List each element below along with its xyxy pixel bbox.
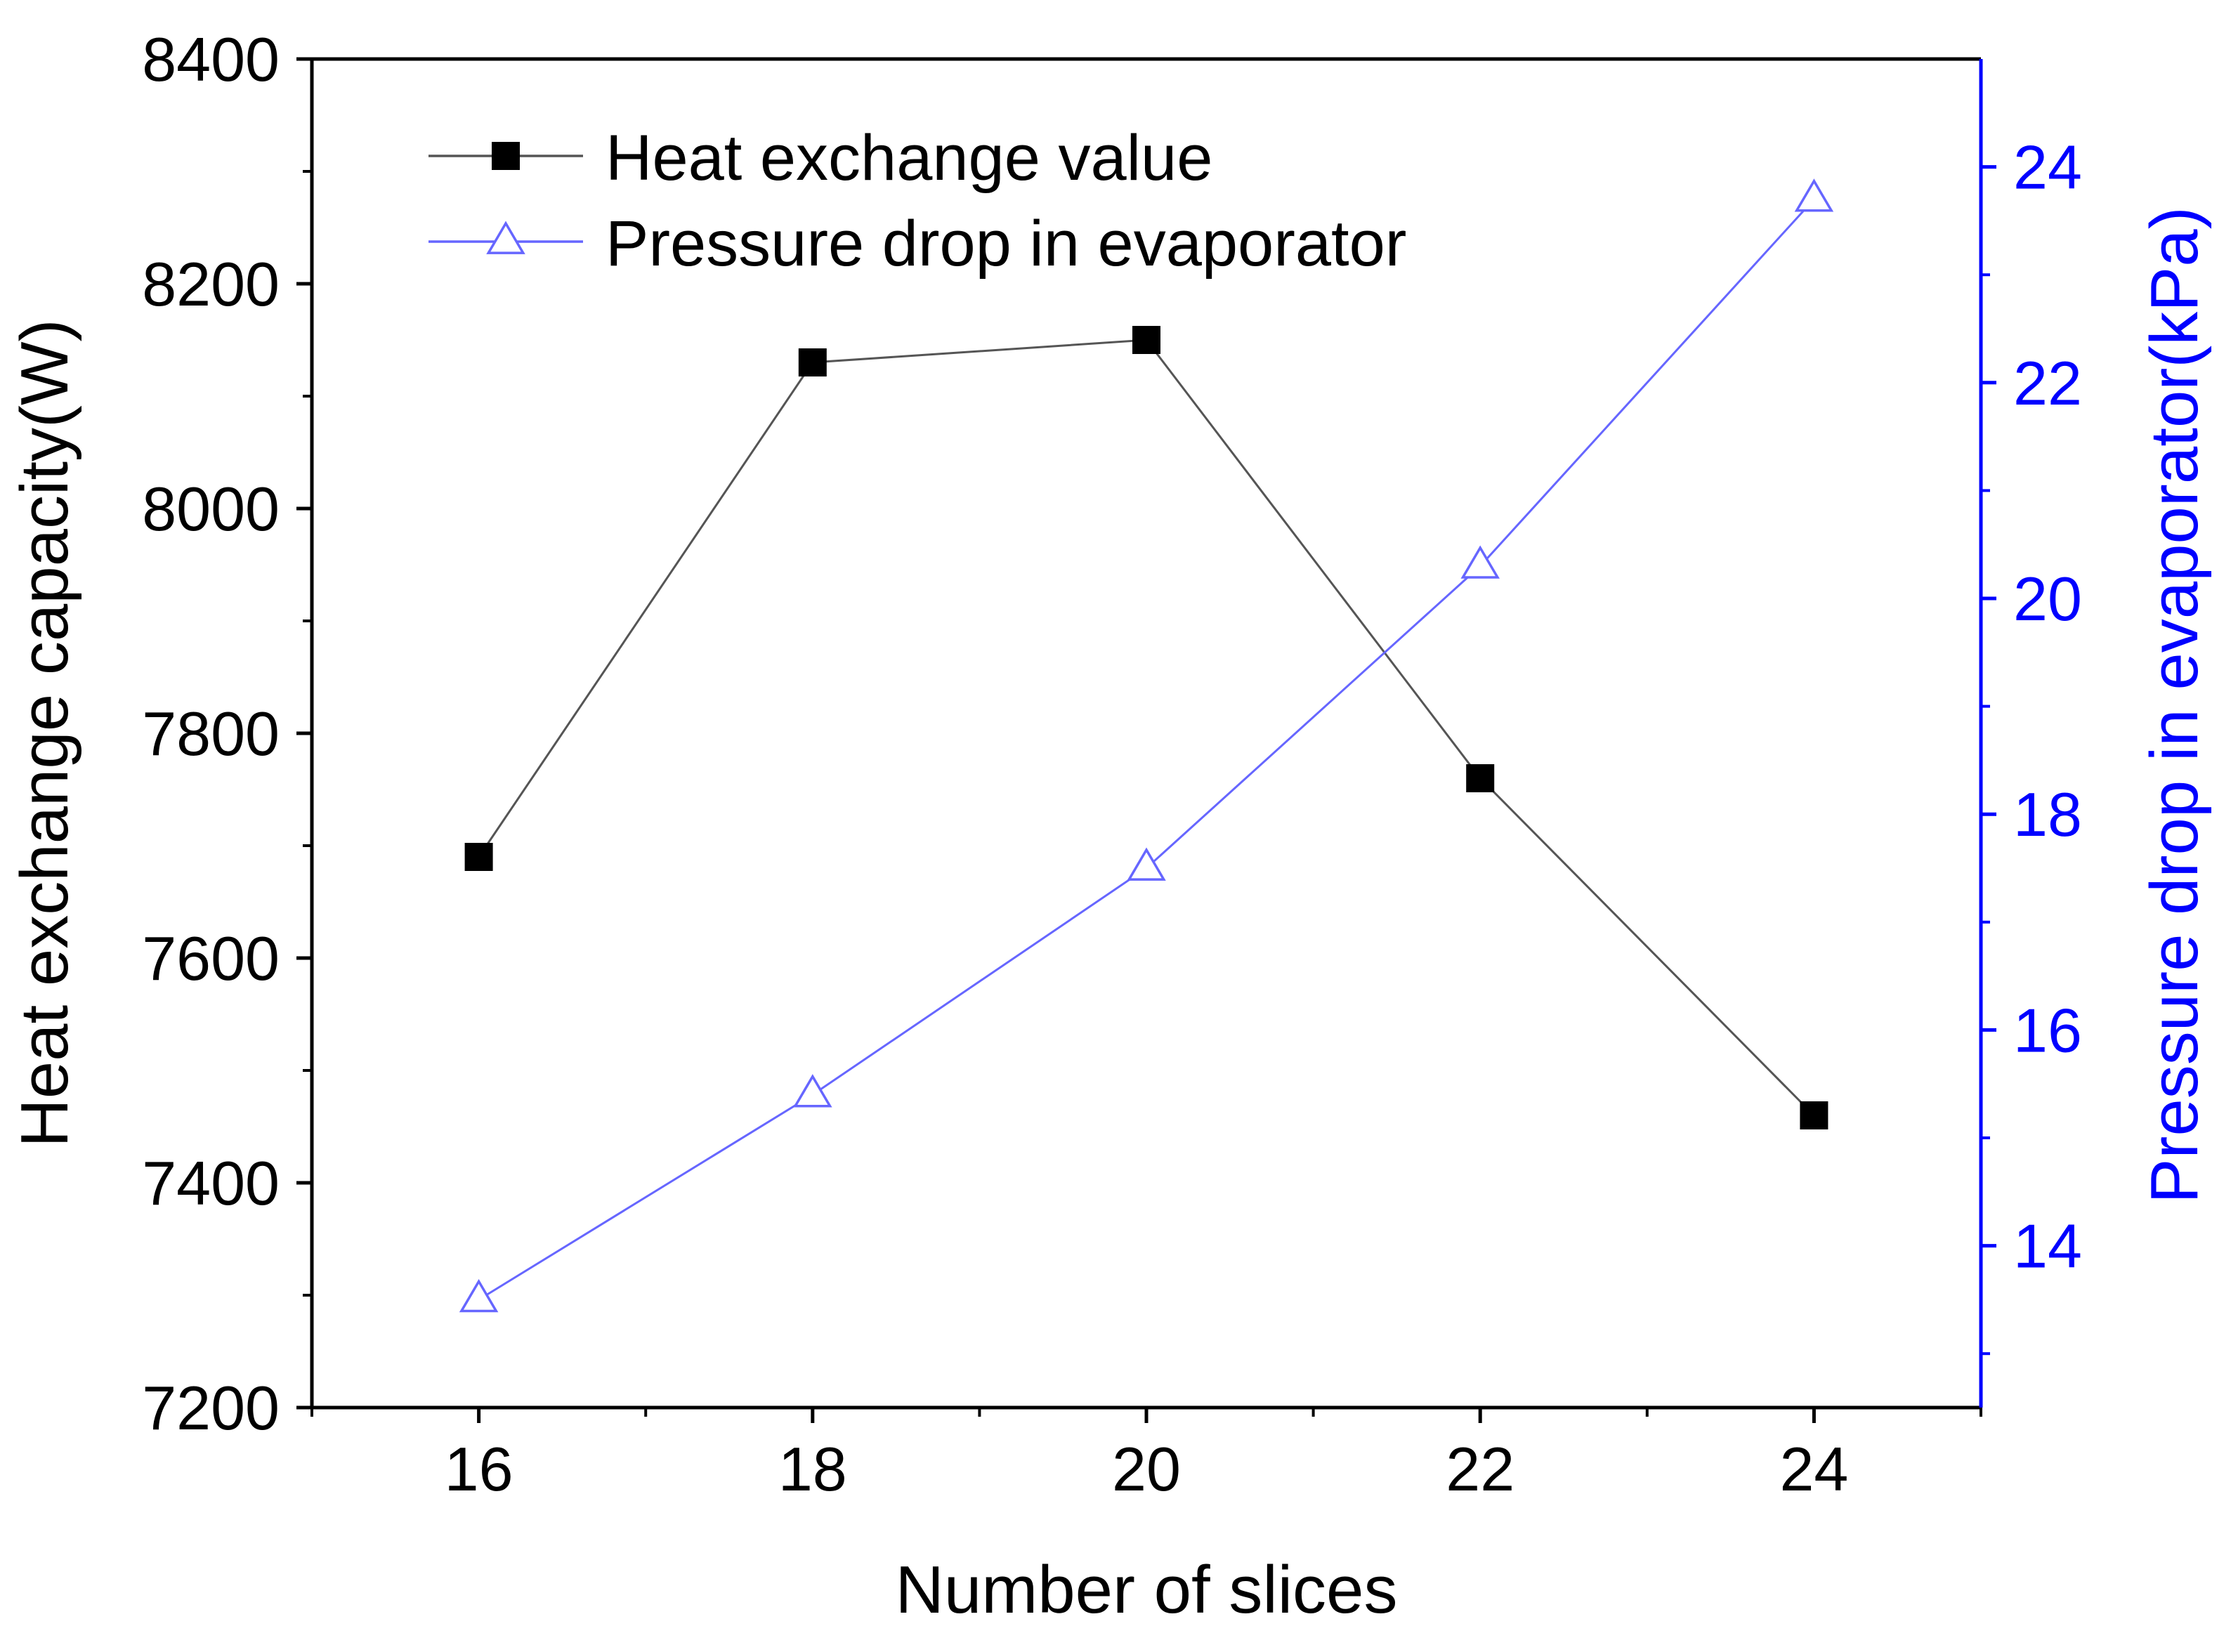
- data-point-heat-exchange-18: [798, 348, 827, 376]
- data-point-pressure-drop-22: [1460, 545, 1500, 579]
- data-point-heat-exchange-16: [464, 843, 493, 871]
- x-axis-title: Number of slices: [896, 1552, 1398, 1627]
- data-point-pressure-drop-20: [1127, 847, 1166, 881]
- y-right-tick-label-16: 16: [2013, 995, 2082, 1065]
- y-left-tick-label-7800: 7800: [142, 699, 280, 768]
- data-point-heat-exchange-22: [1466, 764, 1495, 792]
- y-right-tick-label-20: 20: [2013, 564, 2082, 634]
- x-tick-label-24: 24: [1779, 1434, 1848, 1504]
- y-left-tick-label-7600: 7600: [142, 924, 280, 993]
- legend-square-marker: [492, 142, 520, 170]
- y-right-tick-label-22: 22: [2013, 348, 2082, 418]
- y-right-tick-label-24: 24: [2013, 133, 2082, 202]
- y-left-tick-label-8400: 8400: [142, 25, 280, 94]
- data-point-pressure-drop-24: [1794, 178, 1834, 212]
- data-point-pressure-drop-16: [459, 1278, 499, 1313]
- x-tick-label-20: 20: [1112, 1434, 1181, 1504]
- legend: Heat exchange value Pressure drop in evap…: [428, 122, 1406, 280]
- y-left-tick-label-7200: 7200: [142, 1373, 280, 1443]
- y-left-axis-title: Heat exchange capacity(W): [7, 319, 82, 1147]
- y-left-tick-label-8000: 8000: [142, 474, 280, 544]
- y-right-axis-title: Pressure drop in evaporator(kPa): [2137, 206, 2212, 1203]
- plot-axes: 16 18 20 22 24 7200 7400 7600 7800 8000 8200 8400 14…: [7, 25, 2212, 1627]
- y-right-tick-label-18: 18: [2013, 780, 2082, 849]
- x-tick-label-16: 16: [445, 1434, 513, 1504]
- data-point-pressure-drop-18: [793, 1074, 832, 1108]
- data-point-heat-exchange-24: [1800, 1101, 1828, 1129]
- legend-triangle-marker: [486, 221, 525, 254]
- data-point-heat-exchange-20: [1132, 326, 1160, 354]
- x-tick-label-22: 22: [1446, 1434, 1514, 1504]
- plot-series: [459, 178, 1834, 1313]
- y-left-tick-label-8200: 8200: [142, 249, 280, 319]
- x-tick-label-18: 18: [778, 1434, 847, 1504]
- legend-label-2: Pressure drop in evaporator: [606, 208, 1406, 280]
- legend-label-1: Heat exchange value: [606, 122, 1212, 194]
- y-right-tick-label-14: 14: [2013, 1212, 2082, 1281]
- y-left-tick-label-7400: 7400: [142, 1148, 280, 1218]
